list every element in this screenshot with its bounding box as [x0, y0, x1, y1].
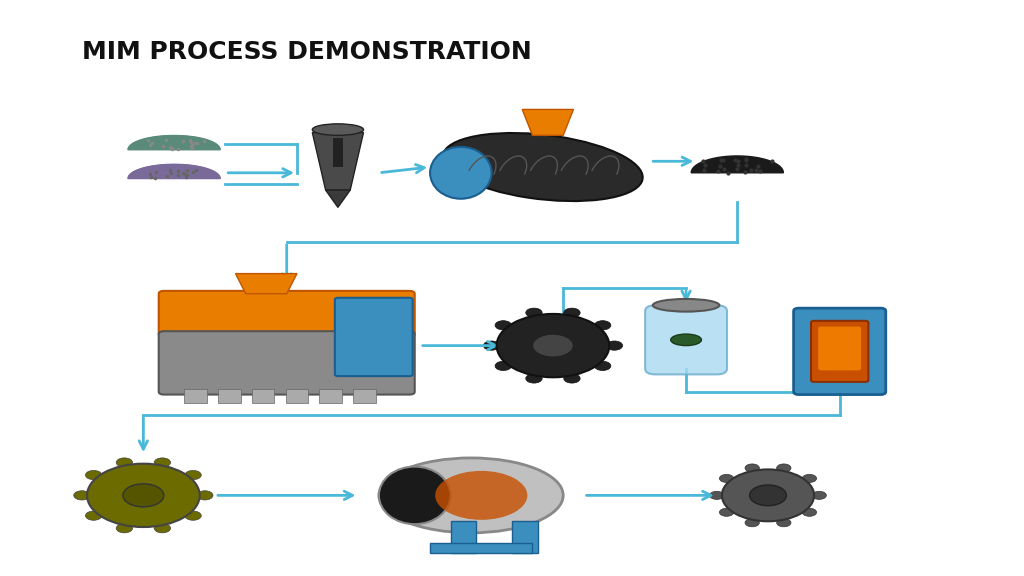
Circle shape	[185, 471, 202, 480]
Polygon shape	[128, 135, 220, 150]
Circle shape	[776, 519, 791, 527]
Ellipse shape	[379, 458, 563, 533]
Circle shape	[750, 485, 786, 506]
Ellipse shape	[379, 467, 451, 524]
Circle shape	[525, 308, 542, 317]
FancyBboxPatch shape	[794, 308, 886, 395]
Circle shape	[564, 374, 581, 383]
Ellipse shape	[312, 124, 364, 135]
FancyBboxPatch shape	[159, 331, 415, 395]
Polygon shape	[326, 190, 350, 207]
Circle shape	[710, 491, 724, 499]
Bar	[252, 389, 274, 403]
Ellipse shape	[430, 147, 492, 199]
Ellipse shape	[435, 471, 527, 520]
Circle shape	[87, 464, 200, 527]
Circle shape	[812, 491, 826, 499]
Circle shape	[155, 458, 171, 467]
Circle shape	[776, 464, 791, 472]
Polygon shape	[691, 156, 783, 173]
Circle shape	[185, 511, 202, 520]
Ellipse shape	[653, 299, 719, 312]
Circle shape	[116, 458, 132, 467]
Circle shape	[745, 464, 760, 472]
Circle shape	[722, 469, 814, 521]
Text: MIM PROCESS DEMONSTRATION: MIM PROCESS DEMONSTRATION	[82, 40, 531, 65]
Bar	[286, 389, 308, 403]
Circle shape	[720, 508, 734, 516]
Polygon shape	[312, 132, 364, 190]
Bar	[512, 521, 538, 553]
Circle shape	[802, 475, 816, 483]
Bar	[333, 138, 343, 167]
Circle shape	[495, 361, 511, 370]
Circle shape	[74, 491, 90, 500]
Circle shape	[595, 321, 611, 330]
Circle shape	[745, 519, 760, 527]
Polygon shape	[236, 274, 297, 294]
Polygon shape	[128, 164, 220, 179]
Circle shape	[155, 524, 171, 533]
Bar	[218, 389, 241, 403]
Circle shape	[802, 508, 816, 516]
Circle shape	[116, 524, 132, 533]
Circle shape	[85, 511, 101, 520]
Ellipse shape	[442, 133, 643, 201]
Circle shape	[532, 334, 573, 357]
Polygon shape	[522, 109, 573, 135]
Circle shape	[483, 341, 500, 350]
Circle shape	[720, 475, 734, 483]
Circle shape	[525, 374, 542, 383]
Circle shape	[564, 308, 581, 317]
FancyBboxPatch shape	[159, 291, 415, 337]
Circle shape	[123, 484, 164, 507]
Bar	[430, 543, 532, 553]
Circle shape	[595, 361, 611, 370]
Bar	[319, 389, 342, 403]
Circle shape	[606, 341, 623, 350]
Bar	[353, 389, 376, 403]
Circle shape	[497, 314, 609, 377]
Bar	[451, 521, 476, 553]
Circle shape	[197, 491, 213, 500]
FancyBboxPatch shape	[645, 305, 727, 374]
Circle shape	[85, 471, 101, 480]
Ellipse shape	[671, 334, 701, 346]
FancyBboxPatch shape	[811, 321, 868, 382]
Bar	[184, 389, 207, 403]
FancyBboxPatch shape	[335, 298, 413, 376]
Circle shape	[495, 321, 511, 330]
FancyBboxPatch shape	[818, 327, 861, 370]
